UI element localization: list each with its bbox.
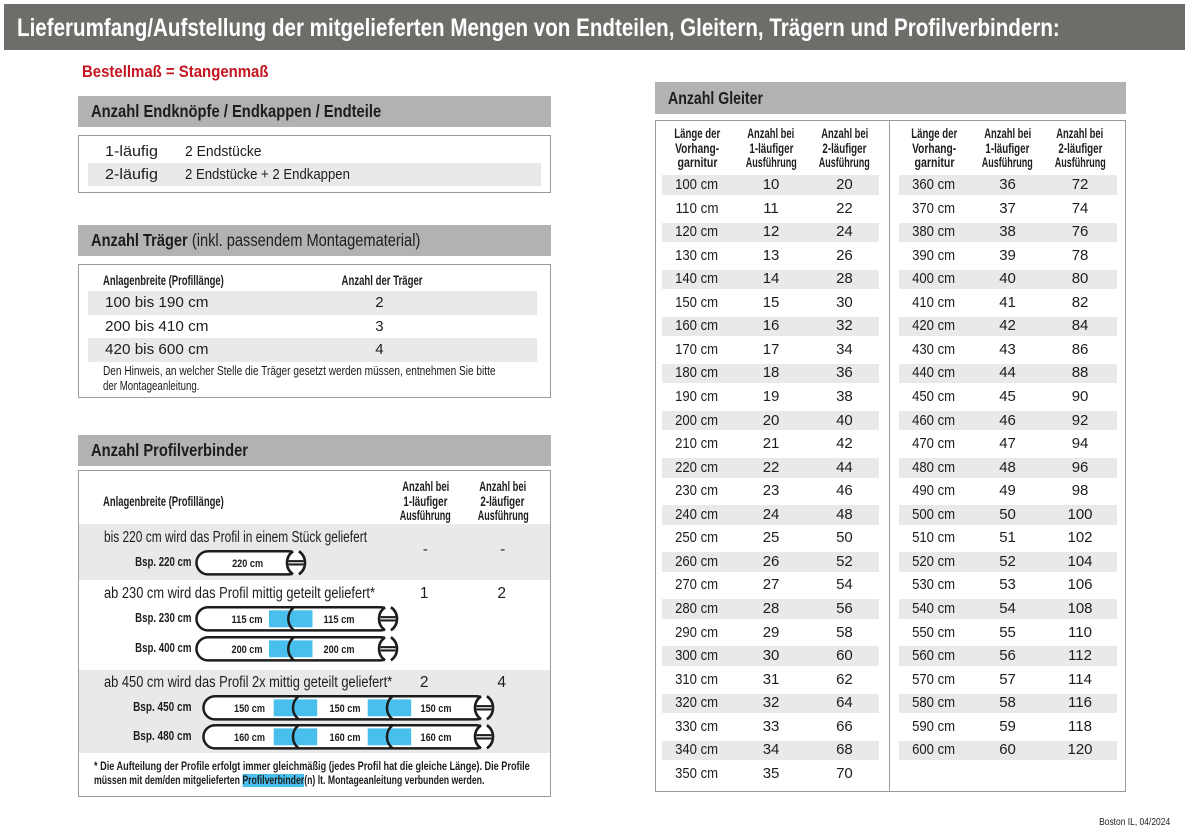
svg-text:160 cm: 160 cm: [234, 732, 265, 744]
svg-text:115 cm: 115 cm: [232, 614, 263, 626]
svg-text:220 cm: 220 cm: [232, 557, 263, 569]
svg-text:200 cm: 200 cm: [232, 643, 263, 655]
svg-text:200 cm: 200 cm: [324, 643, 355, 655]
svg-text:150 cm: 150 cm: [330, 703, 361, 715]
svg-text:160 cm: 160 cm: [330, 732, 361, 744]
svg-text:150 cm: 150 cm: [234, 703, 265, 715]
svg-text:150 cm: 150 cm: [421, 703, 452, 715]
svg-text:115 cm: 115 cm: [324, 614, 355, 626]
svg-text:160 cm: 160 cm: [421, 732, 452, 744]
